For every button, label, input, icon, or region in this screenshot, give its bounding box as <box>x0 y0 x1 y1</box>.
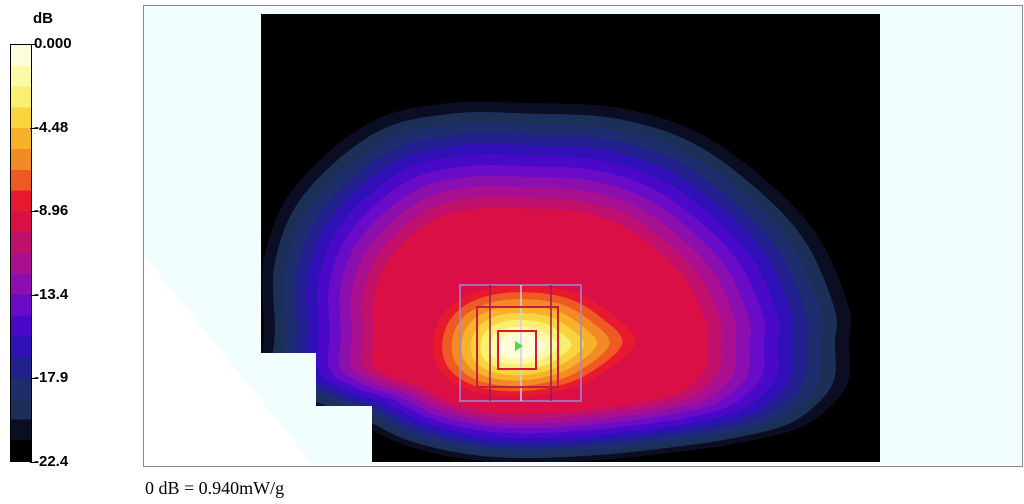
colorbar-tick-mark <box>30 378 35 379</box>
colorbar-tick-mark <box>30 44 35 45</box>
colorbar-unit: dB <box>33 10 53 27</box>
colorbar-tick-label: -8.96 <box>34 202 69 219</box>
peak-marker <box>515 341 523 351</box>
colorbar <box>10 44 32 462</box>
zoom-scan-grid <box>459 284 582 402</box>
colorbar-tick-label: 0.000 <box>34 35 72 52</box>
sar-heatmap <box>144 6 1022 466</box>
outside-region <box>144 256 314 466</box>
contour-layers <box>261 101 852 462</box>
colorbar-tick-mark <box>30 462 35 463</box>
colorbar-tick-label: -4.48 <box>34 119 69 136</box>
colorbar-tick-label: -22.4 <box>34 453 69 470</box>
colorbar-tick-mark <box>30 211 35 212</box>
colorbar-tick-mark <box>30 128 35 129</box>
zoom-inner-frame <box>497 330 537 370</box>
reference-value: 0 dB = 0.940mW/g <box>145 478 285 498</box>
contour-level <box>499 333 546 360</box>
colorbar-tick-label: -17.9 <box>34 369 69 386</box>
colorbar-tick-label: -13.4 <box>34 286 69 303</box>
zoom-middle-frame <box>476 306 559 388</box>
colorbar-legend: dB 0.000 -4.48 -8.96 -13.4 -17.9 -22.4 <box>0 0 140 470</box>
sar-plot-area <box>143 5 1023 467</box>
colorbar-tick-mark <box>30 295 35 296</box>
